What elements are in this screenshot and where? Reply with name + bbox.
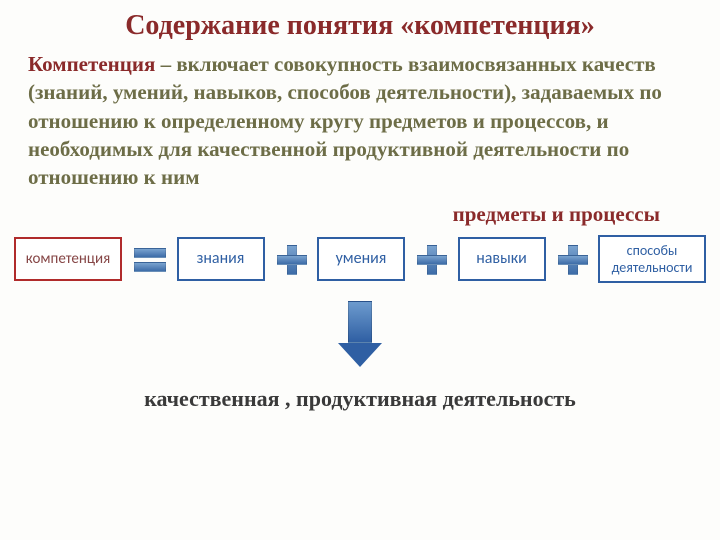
box-skills-label: умения: [336, 249, 387, 268]
box-skills: умения: [317, 237, 405, 281]
subtitle-label: предметы и процессы: [0, 202, 720, 227]
subtitle-text: предметы и процессы: [453, 202, 660, 226]
box-competence-label: компетенция: [26, 250, 111, 268]
title-text: Содержание понятия «компетенция»: [125, 10, 595, 41]
box-methods-label: способы деятельности: [600, 242, 704, 276]
box-abilities-label: навыки: [476, 249, 527, 268]
equation-row: компетенция знания умения навыки способы…: [0, 227, 720, 283]
slide-title: Содержание понятия «компетенция»: [0, 0, 720, 42]
box-methods: способы деятельности: [598, 235, 706, 283]
plus-icon: [417, 245, 445, 273]
arrow-container: [0, 301, 720, 372]
bottom-text: качественная , продуктивная деятельность: [144, 386, 576, 411]
definition-paragraph: Компетенция – включает совокупность взаи…: [0, 42, 720, 196]
box-competence: компетенция: [14, 237, 122, 281]
equals-icon: [134, 245, 164, 273]
box-knowledge: знания: [177, 237, 265, 281]
definition-term: Компетенция: [28, 52, 155, 76]
down-arrow-icon: [338, 301, 382, 367]
box-knowledge-label: знания: [197, 249, 245, 268]
bottom-label: качественная , продуктивная деятельность: [0, 386, 720, 412]
plus-icon: [277, 245, 305, 273]
box-abilities: навыки: [458, 237, 546, 281]
plus-icon: [558, 245, 586, 273]
